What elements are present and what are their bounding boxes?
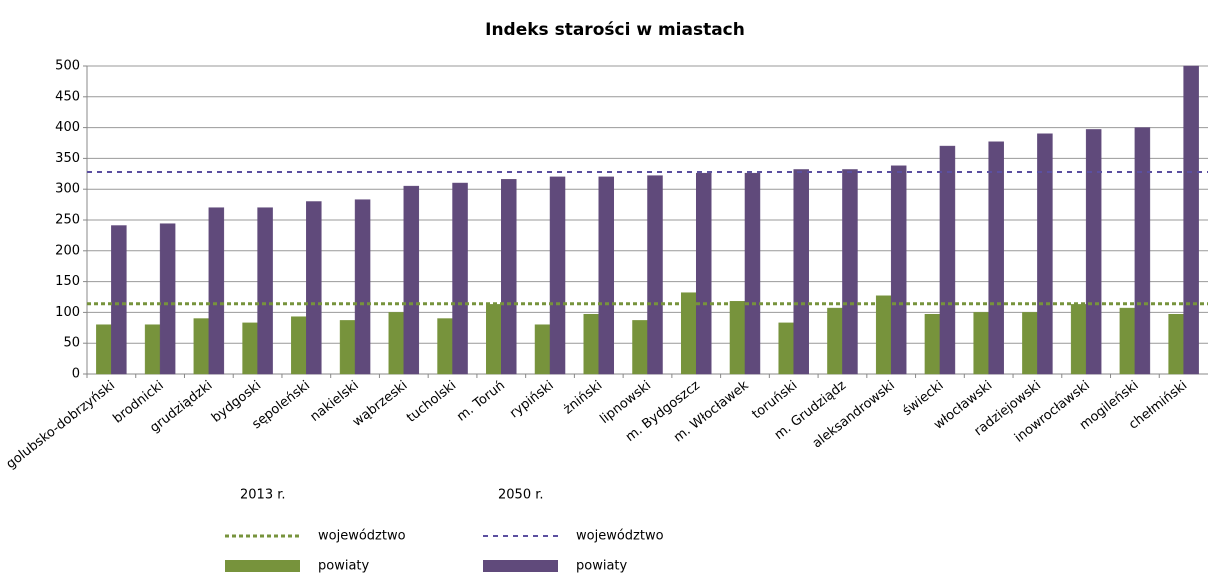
x-tick-label: żniński <box>561 378 606 417</box>
x-tick-label: tucholski <box>404 378 459 426</box>
x-tick-label: m. Toruń <box>454 378 508 425</box>
legend-label: powiaty <box>318 559 370 574</box>
bar <box>403 185 420 375</box>
legend-label: województwo <box>576 529 664 544</box>
bar <box>354 199 371 375</box>
bar <box>437 318 453 375</box>
x-tick-label: rypiński <box>507 378 556 421</box>
bar <box>1022 312 1038 375</box>
y-tick-label: 400 <box>55 120 80 135</box>
x-tick-label: golubsko-dobrzyński <box>4 378 118 472</box>
bar <box>890 165 907 375</box>
x-tick-label: wąbrzeski <box>350 378 410 430</box>
bar <box>875 295 892 375</box>
y-tick-label: 500 <box>55 59 80 74</box>
bar <box>549 176 566 375</box>
y-tick-label: 450 <box>55 89 80 104</box>
bar <box>1037 133 1053 375</box>
bar <box>1070 304 1087 375</box>
bar <box>842 169 858 375</box>
bar <box>486 304 502 375</box>
bar <box>501 179 517 375</box>
bar <box>159 223 176 375</box>
bar <box>924 313 941 375</box>
bar <box>973 312 989 375</box>
bar <box>96 324 112 375</box>
bar <box>695 172 712 375</box>
y-tick-label: 100 <box>55 305 80 320</box>
bar <box>1134 127 1151 375</box>
bar <box>1119 307 1136 375</box>
y-tick-label: 300 <box>55 182 80 197</box>
y-tick-label: 200 <box>55 243 80 258</box>
x-tick-label: aleksandrowski <box>810 378 898 451</box>
bar <box>208 207 225 375</box>
bar <box>827 307 843 375</box>
bar <box>306 201 322 375</box>
bar <box>729 301 746 375</box>
bar <box>1168 313 1184 375</box>
bar <box>452 182 468 375</box>
legend-title: 2050 r. <box>498 488 544 503</box>
x-tick-label: świecki <box>900 378 947 419</box>
y-tick-label: 250 <box>55 213 80 228</box>
legend-label: powiaty <box>576 559 628 574</box>
bar <box>583 313 600 375</box>
bar <box>242 322 258 375</box>
bar <box>793 169 809 375</box>
bar <box>111 225 127 375</box>
bar <box>939 145 956 375</box>
legend-title: 2013 r. <box>240 488 286 503</box>
bar <box>778 322 794 375</box>
bar <box>647 175 663 375</box>
bar <box>534 324 551 375</box>
bar <box>291 316 307 375</box>
bar <box>144 324 161 375</box>
bar <box>1183 65 1199 375</box>
bar <box>339 320 356 375</box>
bar <box>257 207 273 375</box>
bar <box>193 318 210 375</box>
chart-title: Indeks starości w miastach <box>485 20 745 40</box>
legend-swatch <box>483 560 558 572</box>
legend-swatch <box>225 560 300 572</box>
bar <box>632 320 648 375</box>
bar <box>1085 129 1102 375</box>
bar <box>744 172 761 375</box>
bar <box>388 312 405 375</box>
y-tick-label: 350 <box>55 151 80 166</box>
y-tick-label: 50 <box>63 336 80 351</box>
y-tick-label: 0 <box>72 367 80 382</box>
legend-label: województwo <box>318 529 406 544</box>
bar <box>988 141 1004 375</box>
y-tick-label: 150 <box>55 274 80 289</box>
bar <box>598 176 615 375</box>
